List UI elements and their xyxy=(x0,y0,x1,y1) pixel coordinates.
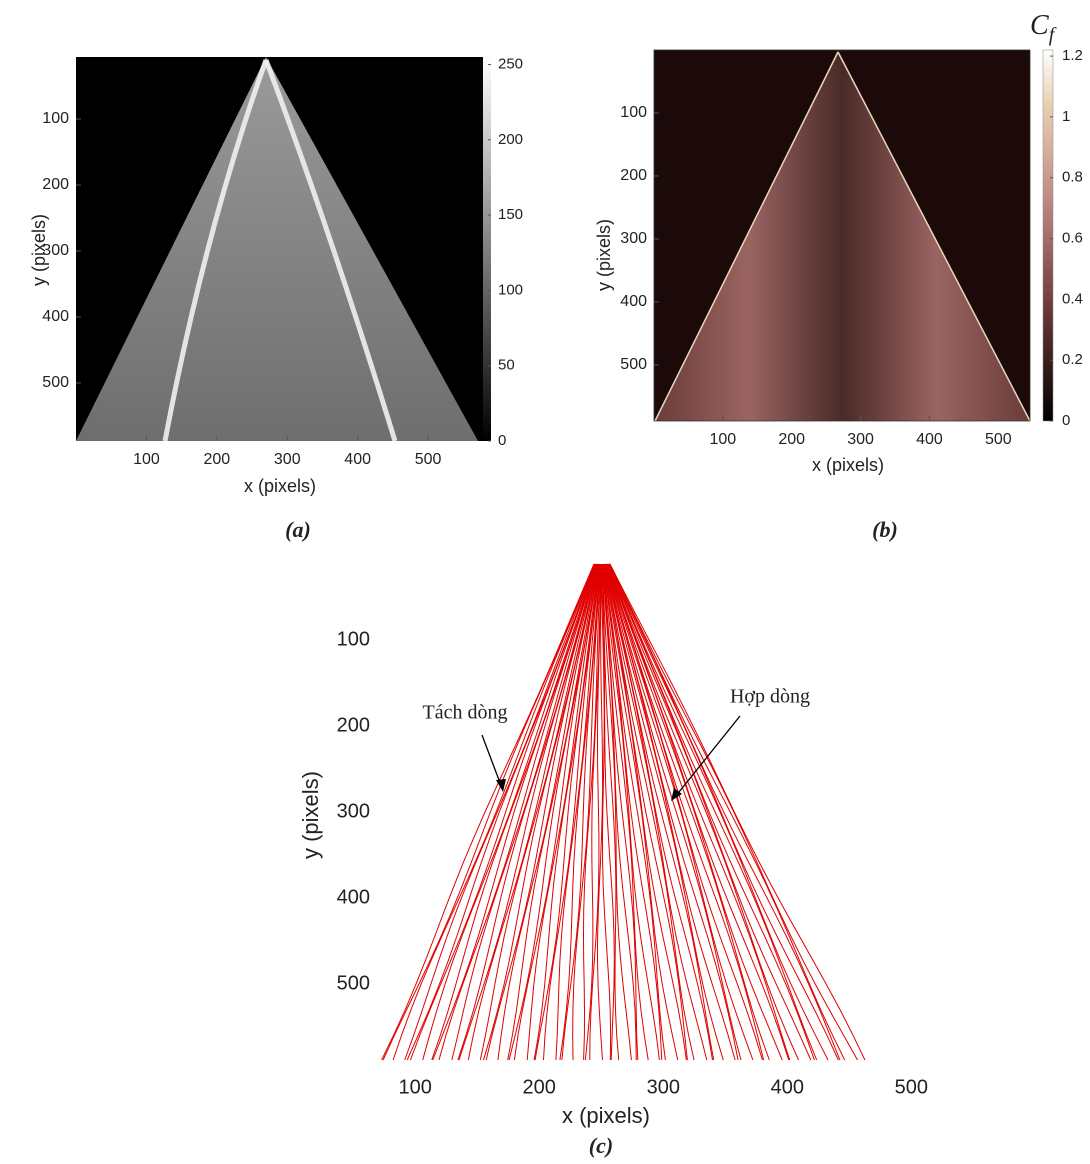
colorbar-tick-label: 0.8 xyxy=(1062,169,1083,186)
y-tick-label: 300 xyxy=(337,800,370,822)
colorbar-tick-label: 0.6 xyxy=(1062,230,1083,247)
streamline xyxy=(439,564,596,1060)
streamline xyxy=(411,564,596,1060)
x-tick-label: 200 xyxy=(523,1076,556,1098)
image-b xyxy=(654,50,1030,421)
streamline xyxy=(509,564,598,1060)
y-tick-label: 100 xyxy=(42,110,69,127)
colorbar-tick-label: 0 xyxy=(1062,412,1070,429)
x-tick-label: 400 xyxy=(771,1076,804,1098)
annotation: Tách dòng xyxy=(423,702,508,724)
x-tick-label: 200 xyxy=(203,451,230,468)
colorbar-title-symbol: C xyxy=(1030,10,1049,41)
annotation: Hợp dòng xyxy=(730,686,810,708)
colorbar-b xyxy=(1043,50,1053,421)
y-tick-label: 100 xyxy=(337,628,370,650)
x-tick-label: 200 xyxy=(778,431,805,448)
streamline xyxy=(605,564,713,1060)
x-tick-label: 400 xyxy=(344,451,371,468)
colorbar-tick-label: 0 xyxy=(498,432,506,449)
y-tick-label: 500 xyxy=(337,973,370,995)
streamline xyxy=(606,564,738,1060)
x-tick-label: 100 xyxy=(399,1076,432,1098)
colorbar-title: Cf xyxy=(1030,10,1057,45)
colorbar-tick-label: 50 xyxy=(498,357,515,374)
streamlines xyxy=(382,564,865,1060)
x-tick-label: 300 xyxy=(847,431,874,448)
streamline xyxy=(609,564,840,1060)
x-axis-label: x (pixels) xyxy=(812,455,884,475)
figure: Tách dòng Hợp dòng 100200300400500100200… xyxy=(0,0,1090,1164)
caption: (a) xyxy=(285,517,311,542)
streamline xyxy=(382,564,594,1060)
colorbar-title-subscript: f xyxy=(1049,24,1057,46)
y-tick-label: 200 xyxy=(42,176,69,193)
x-tick-label: 100 xyxy=(710,431,737,448)
y-tick-label: 500 xyxy=(42,374,69,391)
y-tick-label: 400 xyxy=(42,308,69,325)
colorbar-tick-label: 0.4 xyxy=(1062,290,1083,307)
y-tick-label: 200 xyxy=(620,167,647,184)
streamline xyxy=(544,564,600,1060)
caption: (b) xyxy=(872,517,898,542)
x-tick-label: 400 xyxy=(916,431,943,448)
streamline xyxy=(393,564,594,1060)
y-tick-label: 300 xyxy=(620,230,647,247)
x-tick-label: 300 xyxy=(647,1076,680,1098)
colorbar-tick-label: 1 xyxy=(1062,108,1070,125)
colorbar-a xyxy=(483,57,491,441)
streamline xyxy=(607,564,764,1060)
y-axis-label: y (pixels) xyxy=(594,219,614,291)
y-tick-label: 100 xyxy=(620,104,647,121)
streamline xyxy=(484,564,598,1060)
y-tick-label: 400 xyxy=(337,886,370,908)
x-tick-label: 500 xyxy=(895,1076,928,1098)
y-tick-label: 200 xyxy=(337,714,370,736)
colorbar-tick-label: 150 xyxy=(498,206,523,223)
streamline xyxy=(407,564,595,1060)
streamline xyxy=(608,564,814,1060)
y-tick-label: 500 xyxy=(620,356,647,373)
streamline xyxy=(514,564,598,1060)
y-axis-label: y (pixels) xyxy=(298,771,323,859)
image-a xyxy=(76,57,483,441)
caption: (c) xyxy=(589,1133,613,1158)
x-axis-label: x (pixels) xyxy=(244,476,316,496)
colorbar-tick-label: 100 xyxy=(498,281,523,298)
streamline xyxy=(486,564,597,1060)
streamline xyxy=(610,564,858,1060)
colorbar-tick-label: 250 xyxy=(498,55,523,72)
x-tick-label: 100 xyxy=(133,451,160,468)
colorbar-tick-label: 0.2 xyxy=(1062,351,1083,368)
colorbar-tick-label: 200 xyxy=(498,131,523,148)
x-tick-label: 300 xyxy=(274,451,301,468)
x-tick-label: 500 xyxy=(985,431,1012,448)
y-axis-label: y (pixels) xyxy=(29,214,49,286)
y-tick-label: 400 xyxy=(620,293,647,310)
x-axis-label: x (pixels) xyxy=(562,1103,650,1128)
colorbar-tick-label: 1.2 xyxy=(1062,47,1083,64)
x-tick-label: 500 xyxy=(415,451,442,468)
